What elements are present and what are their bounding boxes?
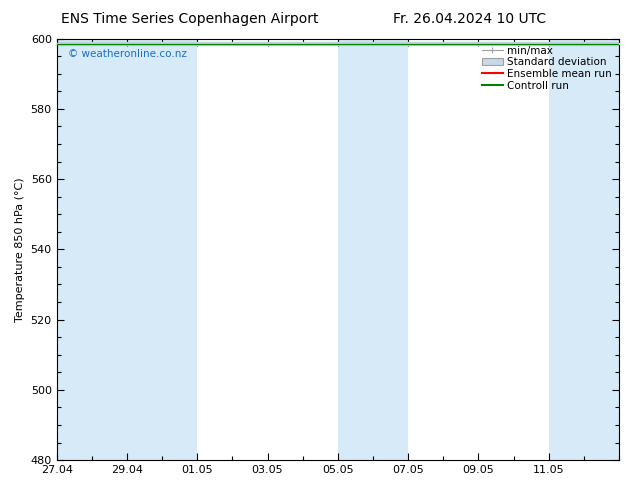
- Y-axis label: Temperature 850 hPa (°C): Temperature 850 hPa (°C): [15, 177, 25, 321]
- Legend: min/max, Standard deviation, Ensemble mean run, Controll run: min/max, Standard deviation, Ensemble me…: [478, 42, 616, 95]
- Text: Fr. 26.04.2024 10 UTC: Fr. 26.04.2024 10 UTC: [392, 12, 546, 26]
- Text: © weatheronline.co.nz: © weatheronline.co.nz: [68, 49, 187, 59]
- Bar: [56, 39, 127, 460]
- Bar: [548, 39, 619, 460]
- Bar: [338, 39, 408, 460]
- Bar: [127, 39, 197, 460]
- Text: ENS Time Series Copenhagen Airport: ENS Time Series Copenhagen Airport: [61, 12, 319, 26]
